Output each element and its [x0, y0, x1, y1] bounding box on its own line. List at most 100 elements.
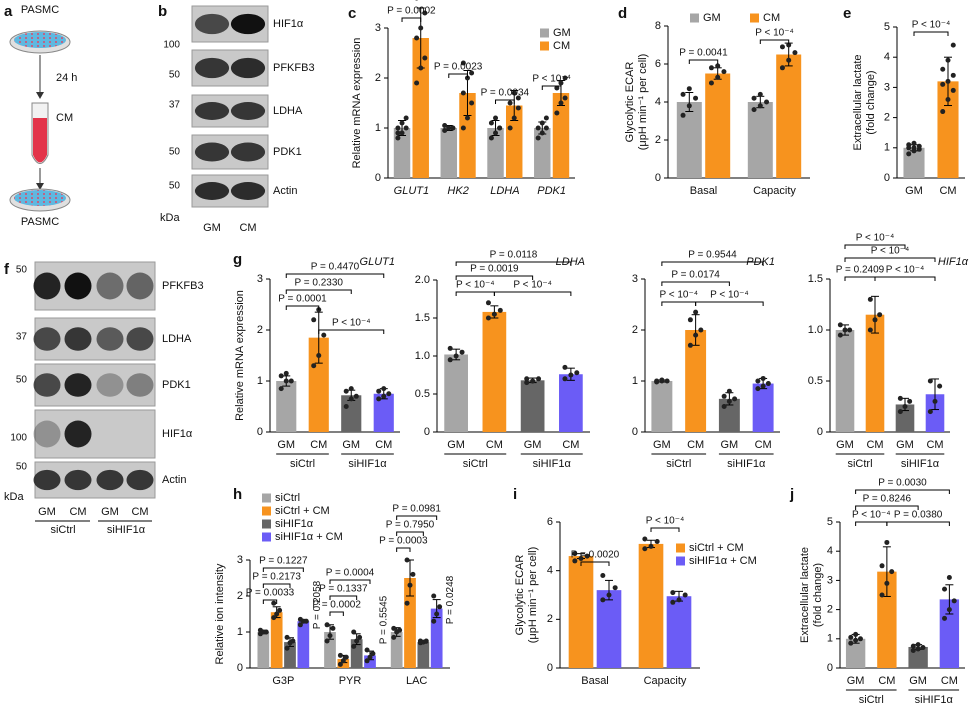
significance-bracket	[650, 527, 680, 532]
mw-marker: 50	[16, 265, 28, 276]
bar	[430, 608, 443, 668]
data-point	[376, 388, 382, 394]
legend-label: GM	[703, 12, 721, 24]
data-point	[407, 582, 413, 588]
p-value: P < 10⁻⁴	[456, 280, 495, 291]
data-point	[493, 130, 499, 136]
data-point	[884, 580, 890, 586]
y-axis-label: Extracellular lactate	[852, 55, 864, 151]
legend-label: siCtrl	[275, 492, 300, 504]
data-point	[693, 332, 699, 338]
data-point	[297, 616, 303, 622]
p-value: P < 10⁻⁴	[871, 246, 910, 257]
data-point	[726, 398, 732, 404]
bar	[337, 659, 350, 668]
data-point	[367, 654, 373, 660]
y-tick-label: 1	[375, 122, 381, 134]
bar	[596, 590, 622, 668]
protein-label: LDHA	[273, 105, 303, 117]
data-point	[324, 622, 330, 628]
legend-swatch	[262, 519, 271, 529]
data-point	[283, 370, 289, 376]
x-tick-label: Capacity	[644, 675, 687, 687]
x-tick-label: CM	[755, 439, 772, 451]
blot-band	[33, 327, 61, 351]
p-value: P = 0.8246	[863, 494, 912, 505]
data-point	[303, 618, 309, 624]
y-tick-label: 2	[655, 134, 661, 146]
bar	[705, 73, 731, 178]
blot-band	[126, 469, 154, 491]
data-point	[687, 317, 693, 323]
y-axis-label: Glycolytic ECAR	[514, 555, 526, 636]
data-point	[867, 296, 873, 302]
data-point	[686, 103, 692, 109]
data-point	[511, 90, 517, 96]
legend-label: CM	[553, 40, 570, 52]
data-point	[453, 353, 459, 359]
significance-bracket	[844, 257, 936, 262]
blot-band	[194, 142, 230, 162]
p-value: P = 0.2409	[836, 265, 885, 276]
data-point	[434, 611, 440, 617]
data-point	[910, 647, 916, 653]
y-tick-label: 0	[884, 172, 890, 184]
bar	[297, 621, 310, 668]
data-point	[354, 638, 360, 644]
blot-band	[33, 272, 61, 300]
data-point	[872, 317, 878, 323]
p-value: P = 0.0004	[326, 568, 375, 579]
protein-label: PFKFB3	[162, 280, 204, 292]
data-point	[343, 388, 349, 394]
data-point	[515, 105, 521, 111]
bar	[404, 578, 416, 668]
mw-unit: kDa	[160, 212, 180, 224]
data-point	[460, 90, 466, 96]
data-point	[284, 634, 290, 640]
legend-swatch	[262, 493, 271, 503]
p-value: P = 0.0003	[379, 536, 428, 547]
data-point	[418, 25, 424, 31]
bar	[284, 642, 296, 668]
y-tick-label: 2	[547, 613, 553, 625]
data-point	[877, 312, 883, 318]
data-point	[395, 130, 401, 136]
data-point	[316, 353, 322, 358]
significance-bracket	[285, 289, 352, 294]
y-axis-label: (μpH min⁻¹ per cell)	[637, 54, 649, 151]
data-point	[283, 378, 289, 384]
data-point	[446, 125, 452, 131]
mw-marker: 100	[163, 40, 180, 51]
data-point	[554, 85, 560, 91]
data-point	[422, 55, 428, 61]
data-point	[879, 563, 885, 569]
legend-swatch	[540, 28, 549, 38]
data-point	[950, 72, 956, 78]
bar	[845, 638, 866, 668]
x-tick-label: CM	[375, 439, 392, 451]
p-value: P < 10⁻⁴	[852, 510, 891, 521]
data-point	[940, 66, 946, 72]
y-tick-label: 2	[237, 590, 243, 602]
y-tick-label: 4	[827, 545, 833, 557]
blot-band	[33, 469, 61, 491]
p-value: P = 0.1337	[319, 584, 368, 595]
data-point	[290, 638, 296, 644]
data-point	[676, 597, 682, 603]
data-point	[386, 391, 392, 397]
significance-bracket	[455, 291, 495, 296]
data-point	[381, 386, 387, 392]
p-value: P = 0.0020	[571, 550, 620, 561]
significance-bracket	[661, 281, 730, 286]
y-tick-label: 1.5	[415, 312, 430, 324]
p-value: P = 0.0001	[278, 294, 327, 305]
p-value: P = 0.2058	[312, 580, 323, 629]
data-point	[343, 404, 349, 409]
data-point	[511, 115, 517, 121]
bar	[835, 330, 855, 432]
data-point	[574, 370, 580, 376]
x-tick-label: HK2	[447, 185, 468, 197]
data-point	[842, 327, 848, 333]
bar	[257, 632, 270, 668]
data-point	[381, 393, 387, 399]
